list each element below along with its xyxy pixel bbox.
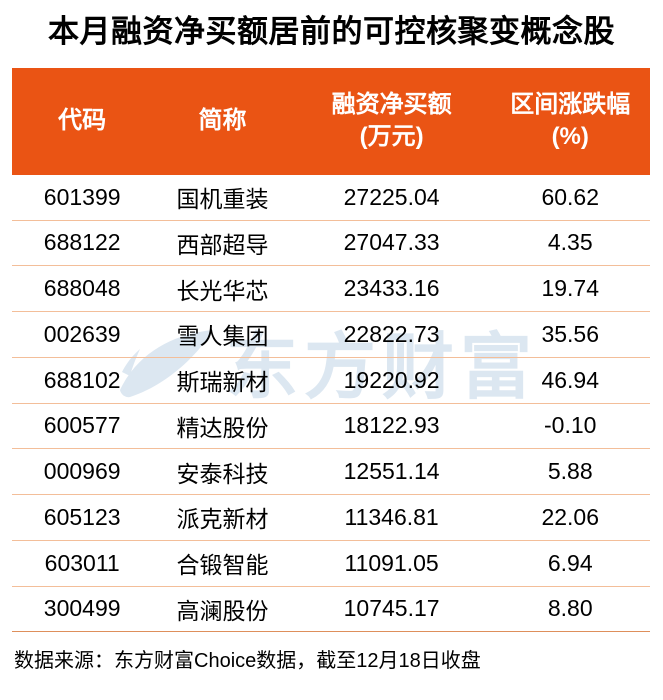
column-header-label: 简称 <box>198 107 247 135</box>
stock-name: 斯瑞新材 <box>176 369 269 396</box>
table-row: 688048 长光华芯 23433.16 19.74 <box>12 266 650 312</box>
stock-code: 600577 <box>43 412 121 439</box>
stock-code: 603011 <box>44 549 120 576</box>
stock-code: 601399 <box>43 183 121 210</box>
range-change-pct: 22.06 <box>541 503 600 530</box>
net-buy-amount: 12551.14 <box>343 458 440 485</box>
stock-name: 合锻智能 <box>176 552 269 579</box>
range-change-pct: 19.74 <box>541 275 600 302</box>
range-change-pct: 5.88 <box>547 458 593 485</box>
column-header-label: 融资净买额 <box>331 90 452 118</box>
stock-name: 高澜股份 <box>176 597 269 624</box>
page-title: 本月融资净买额居前的可控核聚变概念股 <box>48 14 615 49</box>
table-row: 601399 国机重装 27225.04 60.62 <box>12 175 650 221</box>
net-buy-amount: 10745.17 <box>343 595 440 622</box>
net-buy-amount: 11091.05 <box>344 549 439 576</box>
range-change-pct: 6.94 <box>547 549 593 576</box>
net-buy-amount: 27047.33 <box>343 229 440 256</box>
stock-table: 东方财富 代码 简称 融资净买额 (万元) 区间涨跌幅 (%) 601399 国… <box>12 67 650 674</box>
table-row: 605123 派克新材 11346.81 22.06 <box>12 495 650 541</box>
net-buy-amount: 23433.16 <box>343 275 440 302</box>
range-change-pct: 46.94 <box>541 366 600 393</box>
column-header-label: 代码 <box>58 107 107 135</box>
stock-name: 西部超导 <box>176 231 269 258</box>
table-row: 002639 雪人集团 22822.73 35.56 <box>12 312 650 358</box>
stock-name: 精达股份 <box>176 414 269 441</box>
table-row: 300499 高澜股份 10745.17 8.80 <box>12 587 650 633</box>
column-header-name: 简称 <box>152 105 292 137</box>
column-header-change: 区间涨跌幅 (%) <box>490 89 650 154</box>
stock-code: 688122 <box>43 229 121 256</box>
table-row: 688122 西部超导 27047.33 4.35 <box>12 221 650 267</box>
stock-code: 300499 <box>43 595 121 622</box>
table-header-row: 代码 简称 融资净买额 (万元) 区间涨跌幅 (%) <box>12 67 650 175</box>
table-body: 601399 国机重装 27225.04 60.62 688122 西部超导 2… <box>12 175 650 633</box>
net-buy-amount: 11346.81 <box>344 503 439 530</box>
net-buy-amount: 27225.04 <box>343 183 440 210</box>
range-change-pct: 35.56 <box>541 320 600 347</box>
stock-name: 雪人集团 <box>176 323 269 350</box>
column-header-unit: (万元) <box>359 123 424 151</box>
net-buy-amount: 22822.73 <box>343 320 440 347</box>
table-row: 000969 安泰科技 12551.14 5.88 <box>12 449 650 495</box>
table-row: 603011 合锻智能 11091.05 6.94 <box>12 541 650 587</box>
column-header-label: 区间涨跌幅 <box>510 90 631 118</box>
column-header-code: 代码 <box>12 105 152 137</box>
range-change-pct: -0.10 <box>544 412 597 439</box>
stock-code: 000969 <box>43 458 121 485</box>
stock-name: 安泰科技 <box>176 460 269 487</box>
table-row: 688102 斯瑞新材 19220.92 46.94 <box>12 358 650 404</box>
stock-name: 长光华芯 <box>176 277 269 304</box>
range-change-pct: 60.62 <box>541 183 600 210</box>
column-header-net-buy: 融资净买额 (万元) <box>293 89 491 154</box>
stock-name: 国机重装 <box>176 186 269 213</box>
source-note: 数据来源：东方财富Choice数据，截至12月18日收盘 <box>14 650 481 673</box>
stock-code: 688102 <box>43 366 121 393</box>
stock-code: 002639 <box>43 320 121 347</box>
stock-code: 688048 <box>43 275 121 302</box>
net-buy-amount: 19220.92 <box>343 366 440 393</box>
range-change-pct: 8.80 <box>547 595 593 622</box>
table-row: 600577 精达股份 18122.93 -0.10 <box>12 404 650 450</box>
net-buy-amount: 18122.93 <box>343 412 440 439</box>
range-change-pct: 4.35 <box>547 229 593 256</box>
column-header-unit: (%) <box>551 123 589 151</box>
stock-name: 派克新材 <box>176 506 269 533</box>
stock-code: 605123 <box>43 503 121 530</box>
